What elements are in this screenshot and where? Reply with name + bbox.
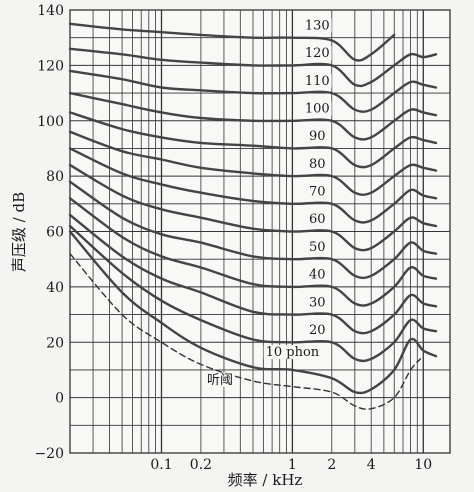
y-tick-label: 0: [55, 391, 64, 407]
curve-label: 80: [309, 157, 326, 172]
x-tick-label: 10: [414, 457, 432, 473]
curve-label: 60: [309, 212, 326, 227]
curve-label-bg: [302, 73, 332, 88]
curve-label-bg: [307, 322, 328, 337]
curve-threshold: [69, 253, 422, 410]
y-axis-title: 声压级 / dB: [10, 192, 28, 272]
curve-label-bg: [307, 184, 328, 199]
curve-label-bg: [307, 129, 328, 144]
curve-label: 130: [305, 18, 330, 33]
curve-label: 40: [309, 268, 326, 283]
curve-label: 120: [305, 46, 330, 61]
curve-phon: [68, 47, 438, 88]
curve-phon: [68, 213, 438, 335]
curve-phon: [68, 180, 438, 280]
curve-phon: [68, 69, 438, 113]
curve-label-bg: [302, 101, 332, 116]
x-axis-title: 频率 / kHz: [228, 471, 303, 489]
curve-label-bg: [307, 267, 328, 282]
y-tick-label: 120: [37, 58, 64, 74]
y-tick-label: 40: [46, 280, 64, 296]
curve-label-bg: [307, 239, 328, 254]
curve-phon: [68, 111, 438, 169]
y-tick-label: 20: [46, 335, 64, 351]
x-tick-label: 1: [288, 457, 297, 473]
curve-phon: [68, 197, 438, 307]
curve-label-bg: [205, 372, 236, 387]
curve-label-bg: [307, 156, 328, 171]
x-tick-label: 4: [367, 457, 376, 473]
curve-label-bg: [302, 46, 332, 61]
x-tick-label: 0.1: [150, 457, 172, 473]
curve-label: 50: [309, 240, 326, 255]
curve-label: 90: [309, 129, 326, 144]
curve-label: 100: [305, 101, 330, 116]
curve-phon: [68, 130, 438, 196]
curve-label: 70: [309, 185, 326, 200]
curve-phon: [68, 91, 438, 141]
x-tick-label: 2: [327, 457, 336, 473]
y-tick-label: 100: [37, 114, 64, 130]
y-tick-labels: −20 0 20 40 60 80 100 120 140: [34, 3, 64, 462]
curve-label-bg: [307, 295, 328, 310]
curve-phon: [68, 224, 438, 363]
curve-label: 20: [309, 323, 326, 338]
loudness-curves: [68, 22, 438, 410]
y-tick-label: 80: [46, 169, 64, 185]
curve-label-bg: [307, 212, 328, 227]
curve-label-bg: [263, 345, 322, 360]
curve-label: 110: [305, 74, 330, 89]
curve-label-bg: [302, 18, 332, 33]
curve-phon: [68, 147, 438, 224]
curve-label: 10 phon: [266, 345, 320, 360]
curve-label: 30: [309, 295, 326, 310]
curve-label: 听阈: [207, 373, 233, 388]
curve-phon: [68, 22, 396, 62]
curve-phon: [68, 230, 438, 395]
curve-labels: 10 phon 20 30 40 50 60 70 80 90 100 110 120 130 听阈: [205, 18, 332, 388]
x-tick-labels: 0.1 0.2 1 2 4 10: [150, 457, 432, 473]
y-tick-label: 60: [46, 225, 64, 241]
x-tick-label: 0.2: [190, 457, 212, 473]
y-tick-label: −20: [34, 446, 64, 462]
curve-phon: [68, 163, 438, 252]
y-tick-label: 140: [37, 3, 64, 19]
